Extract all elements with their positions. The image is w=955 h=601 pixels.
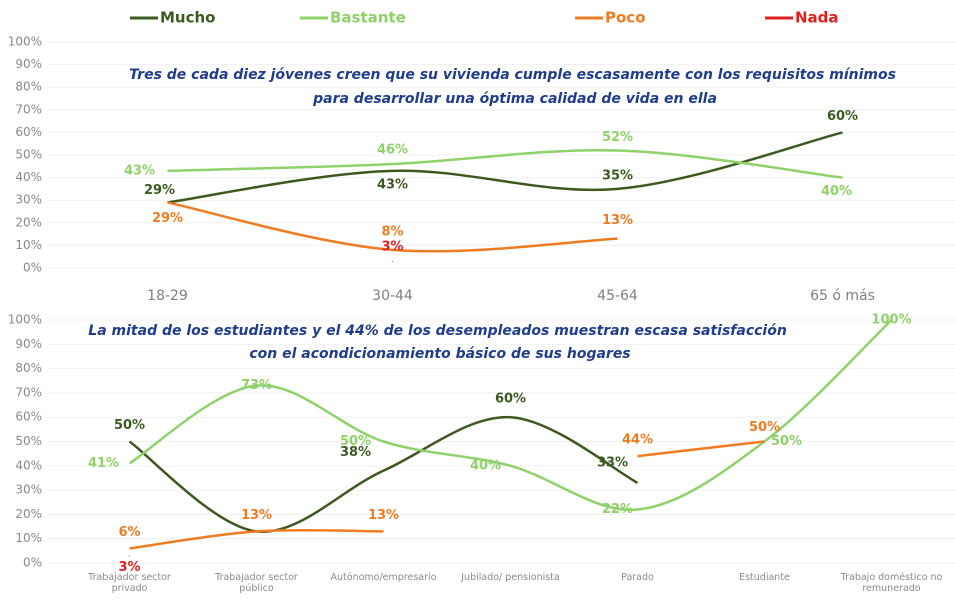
x-tick-label: Jubilado/ pensionista — [461, 572, 560, 583]
y-tick-label: 10% — [15, 531, 42, 545]
x-tick-label: Estudiante — [739, 572, 790, 583]
data-label: 100% — [871, 313, 911, 328]
y-tick-label: 60% — [15, 125, 42, 139]
data-label: 44% — [622, 433, 653, 448]
y-tick-label: 80% — [15, 80, 42, 94]
y-tick-label: 50% — [15, 148, 42, 162]
y-tick-label: 100% — [8, 35, 42, 49]
legend-label: Bastante — [330, 9, 406, 27]
data-label: 29% — [144, 183, 175, 198]
data-label: 50% — [340, 434, 371, 449]
data-label: 35% — [602, 168, 633, 183]
data-label: 13% — [241, 508, 272, 523]
x-tick-label: Trabajador sector público — [215, 572, 298, 594]
series-line — [167, 201, 618, 253]
data-label: 50% — [771, 434, 802, 449]
legend-label: Mucho — [160, 9, 215, 27]
y-tick-label: 20% — [15, 215, 42, 229]
series-line — [167, 131, 843, 204]
x-tick-label: 18-29 — [147, 288, 188, 304]
data-label: 33% — [597, 455, 628, 470]
data-label: 40% — [821, 184, 852, 199]
x-tick-label-box: Estudiante — [739, 572, 790, 583]
data-label: 43% — [377, 177, 408, 192]
legend-label: Poco — [605, 9, 646, 27]
y-tick-label: 30% — [15, 193, 42, 207]
x-tick-label: 45-64 — [597, 288, 638, 304]
y-tick-label: 30% — [15, 483, 42, 497]
data-label: 52% — [602, 130, 633, 145]
y-tick-label: 100% — [8, 313, 42, 327]
data-label: 3% — [118, 560, 140, 575]
data-label: 50% — [749, 420, 780, 435]
y-tick-label: 10% — [15, 238, 42, 252]
data-label: 60% — [827, 109, 858, 124]
y-tick-label: 40% — [15, 170, 42, 184]
chart-title: Tres de cada diez jóvenes creen que su v… — [129, 67, 901, 107]
data-label: 50% — [114, 418, 145, 433]
data-label: 22% — [602, 502, 633, 517]
data-label: 60% — [495, 392, 526, 407]
x-tick-label-box: Trabajador sector privado — [88, 572, 171, 594]
series-line — [637, 440, 765, 458]
series-point — [392, 260, 393, 262]
y-tick-label: 0% — [23, 261, 42, 275]
data-label: 40% — [470, 458, 501, 473]
y-tick-label: 50% — [15, 434, 42, 448]
data-label: 29% — [152, 211, 183, 226]
x-tick-label: Autónomo/empresario — [330, 572, 437, 583]
data-label: 41% — [88, 456, 119, 471]
y-tick-label: 70% — [15, 385, 42, 399]
x-tick-label-box: Trabajo doméstico no remunerado — [840, 572, 943, 594]
y-tick-label: 90% — [15, 57, 42, 71]
series-line — [129, 528, 384, 550]
data-label: 46% — [377, 143, 408, 158]
x-tick-label-box: Jubilado/ pensionista — [461, 572, 560, 583]
chart-title: La mitad de los estudiantes y el 44% de … — [88, 323, 791, 362]
x-tick-label: Trabajo doméstico no remunerado — [840, 572, 943, 594]
x-tick-label: Parado — [621, 572, 654, 583]
y-tick-label: 90% — [15, 337, 42, 351]
y-tick-label: 20% — [15, 507, 42, 521]
x-tick-label-box: Autónomo/empresario — [330, 572, 437, 583]
data-label: 43% — [124, 163, 155, 178]
data-label: 6% — [118, 525, 140, 540]
data-label: 8% — [381, 224, 403, 239]
x-tick-label-box: Trabajador sector público — [215, 572, 298, 594]
series-line — [167, 148, 843, 179]
data-label: 73% — [241, 378, 272, 393]
data-label: 13% — [368, 508, 399, 523]
y-tick-label: 80% — [15, 361, 42, 375]
series-line — [128, 415, 639, 533]
data-label: 38% — [340, 445, 371, 460]
series-point — [129, 555, 130, 557]
x-tick-label: 30-44 — [372, 288, 413, 304]
series-line — [128, 319, 893, 511]
legend-label: Nada — [795, 9, 839, 27]
y-tick-label: 60% — [15, 410, 42, 424]
x-tick-label: Trabajador sector privado — [88, 572, 171, 594]
x-tick-label: 65 ó más — [810, 288, 875, 304]
x-tick-label-box: Parado — [621, 572, 654, 583]
y-tick-label: 0% — [23, 556, 42, 570]
data-label: 13% — [602, 213, 633, 228]
y-tick-label: 40% — [15, 458, 42, 472]
y-tick-label: 70% — [15, 102, 42, 116]
data-label: 3% — [381, 240, 403, 255]
